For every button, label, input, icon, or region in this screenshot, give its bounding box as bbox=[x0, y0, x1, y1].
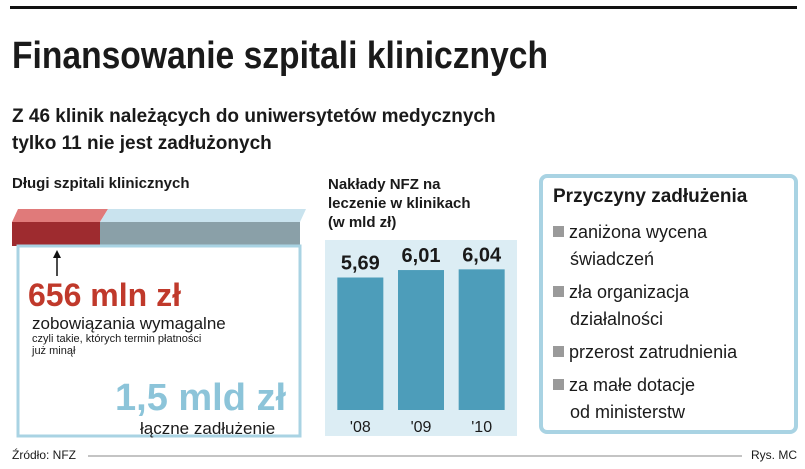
arrow-head bbox=[53, 250, 61, 258]
reasons-box bbox=[539, 174, 798, 434]
reasons-list: zaniżona wycena świadczeń zła organizacja d… bbox=[553, 222, 738, 422]
debt-box bbox=[16, 244, 302, 438]
bullet bbox=[553, 379, 564, 390]
reason-text: świadczeń bbox=[570, 249, 654, 269]
value-label: 6,01 bbox=[402, 245, 441, 267]
chart-title: leczenie w klinikach bbox=[328, 195, 471, 212]
x-tick-label: '08 bbox=[350, 419, 371, 436]
overdue-note: czyli takie, których termin płatności bbox=[32, 333, 201, 345]
bar bbox=[337, 277, 384, 410]
reason-text: działalności bbox=[570, 309, 663, 329]
x-tick-label: '10 bbox=[471, 419, 492, 436]
reason-text: zła organizacja bbox=[569, 282, 690, 302]
top-rule bbox=[10, 6, 797, 9]
reason-text: od ministerstw bbox=[570, 402, 686, 422]
bar bbox=[398, 270, 444, 410]
chart: 5,69 '08 6,01 '09 6,04 '10 bbox=[337, 244, 505, 436]
chart-title: Nakłady NFZ na bbox=[328, 176, 441, 193]
reason-text: za małe dotacje bbox=[569, 375, 695, 395]
debt-bar-total bbox=[100, 222, 300, 246]
bullet bbox=[553, 346, 564, 357]
total-amount: 1,5 mld zł bbox=[115, 377, 286, 419]
subtitle: tylko 11 nie jest zadłużonych bbox=[12, 133, 272, 154]
chart-title: (w mld zł) bbox=[328, 214, 396, 231]
x-tick-label: '09 bbox=[411, 419, 432, 436]
section-heading: Długi szpitali klinicznych bbox=[12, 175, 190, 192]
reason-text: przerost zatrudnienia bbox=[569, 342, 738, 362]
overdue-label: zobowiązania wymagalne bbox=[32, 314, 226, 333]
bar bbox=[458, 269, 505, 410]
debt-bar-overdue bbox=[12, 222, 100, 246]
total-label: łączne zadłużenie bbox=[140, 419, 275, 438]
value-label: 5,69 bbox=[341, 253, 380, 275]
bar-top bbox=[12, 209, 108, 222]
reason-text: zaniżona wycena bbox=[569, 222, 708, 242]
title: Finansowanie szpitali klinicznych bbox=[12, 35, 548, 77]
bar-top bbox=[100, 209, 306, 222]
credit: Rys. MC bbox=[751, 448, 797, 462]
overdue-note: już minął bbox=[31, 345, 76, 357]
bullet bbox=[553, 286, 564, 297]
value-label: 6,04 bbox=[462, 244, 502, 266]
overdue-amount: 656 mln zł bbox=[28, 277, 181, 313]
reasons-heading: Przyczyny zadłużenia bbox=[553, 186, 748, 207]
source: Źródło: NFZ bbox=[12, 447, 76, 462]
subtitle: Z 46 klinik należących do uniwersytetów … bbox=[12, 106, 496, 127]
bullet bbox=[553, 226, 564, 237]
